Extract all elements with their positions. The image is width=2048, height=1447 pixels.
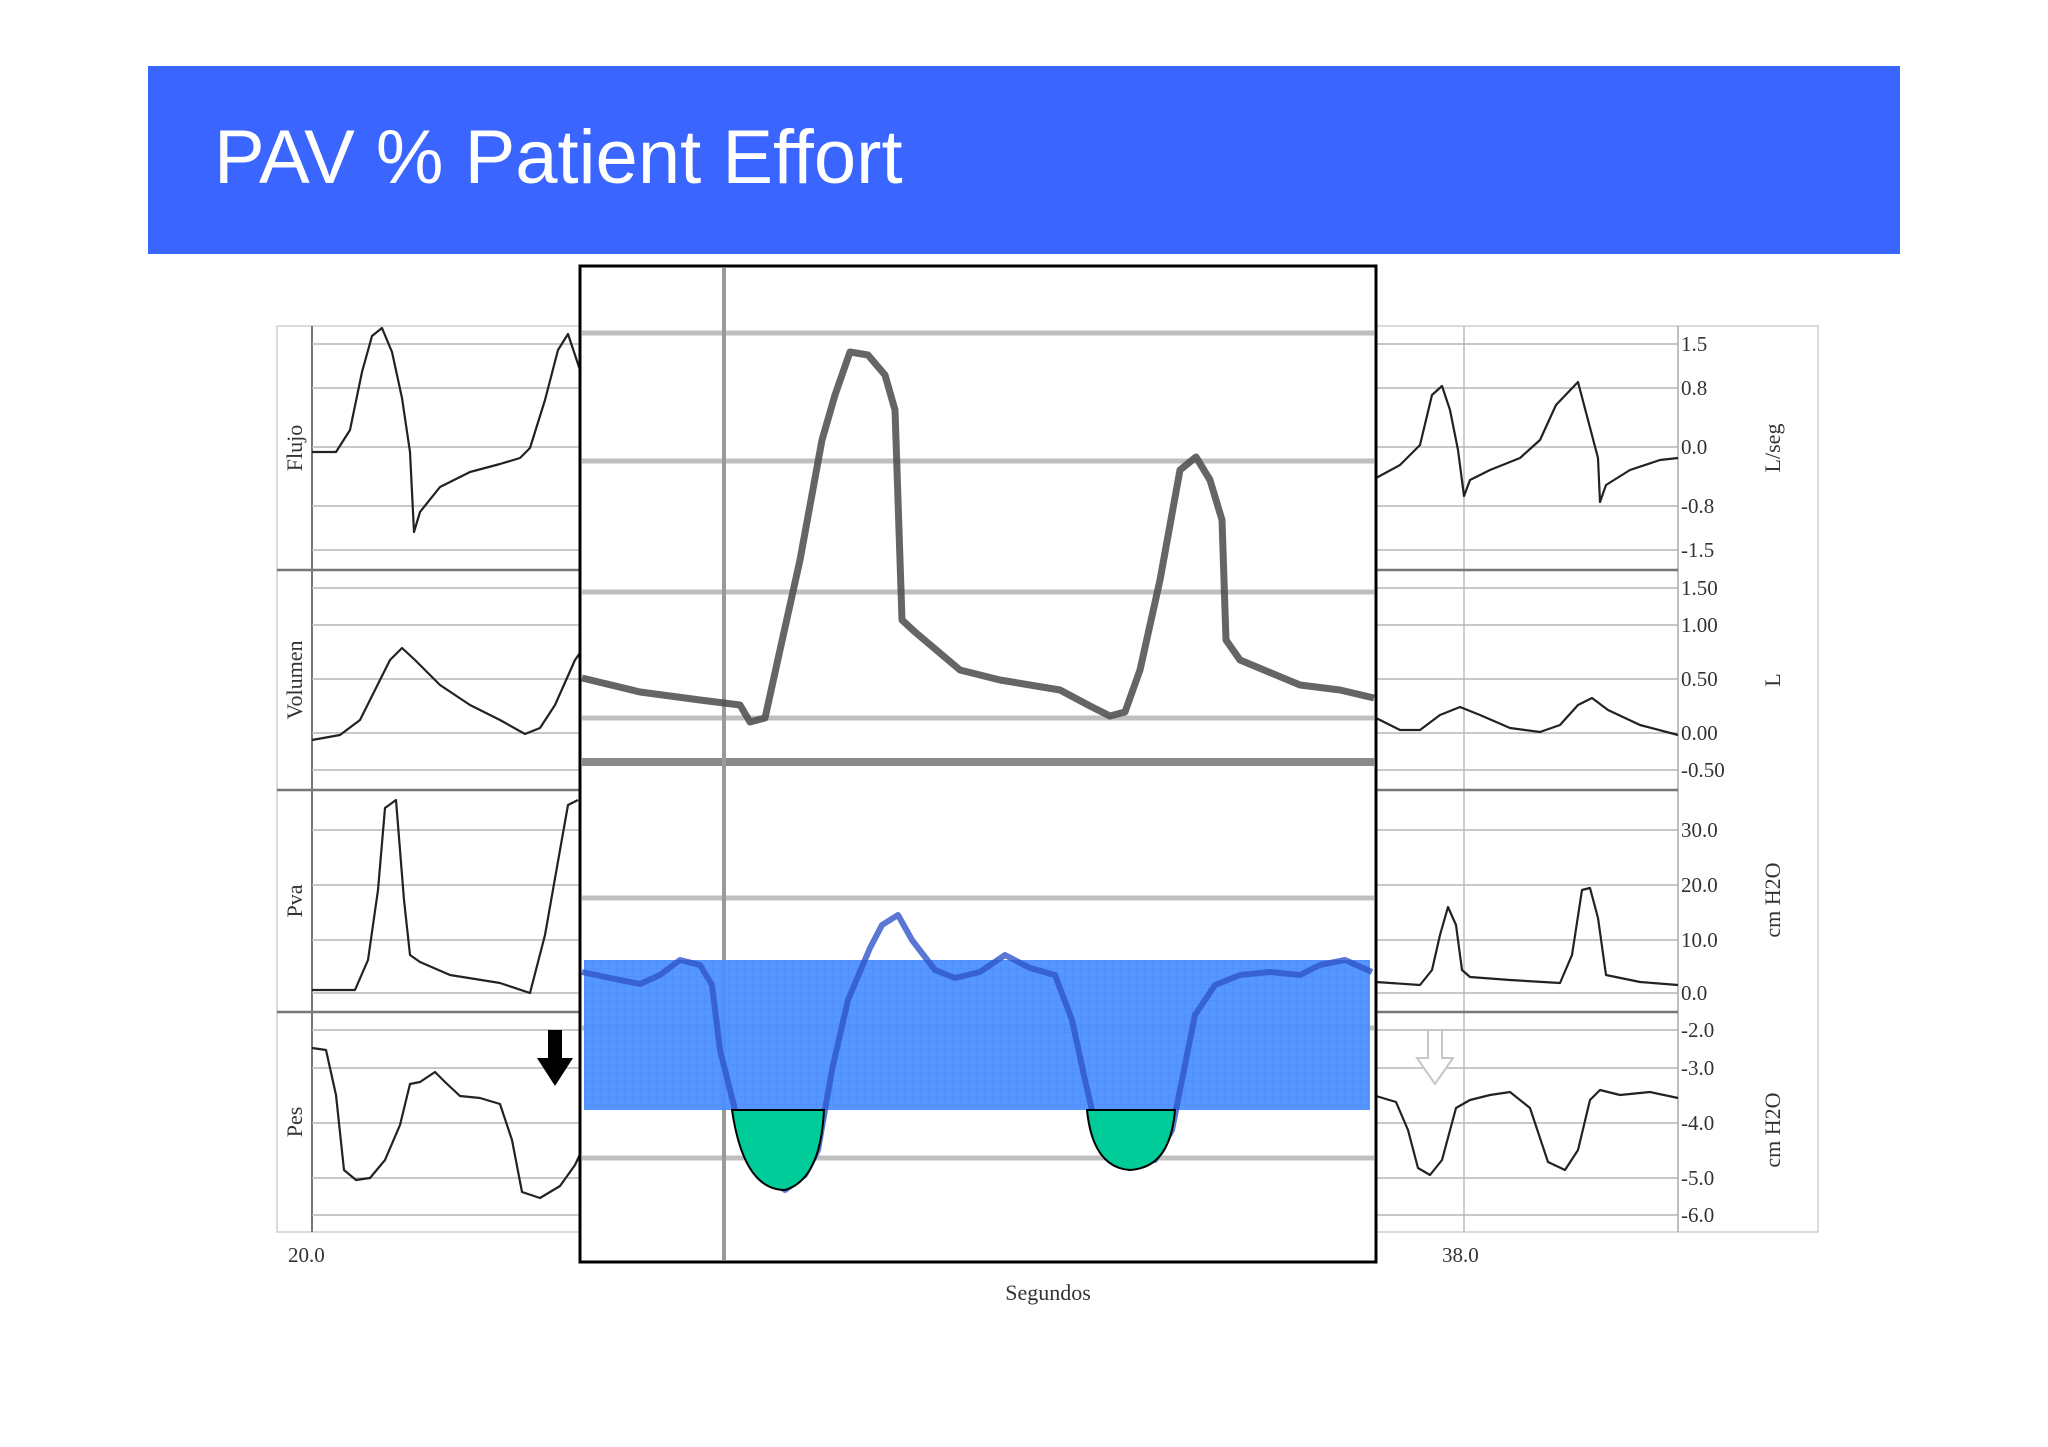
y-tick-label: -2.0 <box>1681 1018 1714 1042</box>
y-tick-label: 10.0 <box>1681 928 1718 952</box>
solid-down-arrow <box>537 1030 573 1086</box>
y-tick-label: -5.0 <box>1681 1166 1714 1190</box>
y-tick-label: -4.0 <box>1681 1111 1714 1135</box>
y-tick-label: 0.0 <box>1681 981 1707 1005</box>
pva-trace <box>312 798 1679 995</box>
effort-region <box>730 1109 826 1192</box>
y-tick-label: 0.00 <box>1681 721 1718 745</box>
x-tick-label: 20.0 <box>288 1243 325 1267</box>
y-tick-label: 1.00 <box>1681 613 1718 637</box>
y-tick-label: 0.8 <box>1681 376 1707 400</box>
y-tick-label: -1.5 <box>1681 538 1714 562</box>
highlight-band <box>584 960 1370 1110</box>
panel-label: Pes <box>282 1107 307 1138</box>
unit-label: cm H2O <box>1760 862 1785 937</box>
effort-region <box>1085 1109 1177 1172</box>
title-bar: PAV % Patient Effort <box>148 66 1900 254</box>
slide-title: PAV % Patient Effort <box>214 115 903 200</box>
panel-label: Flujo <box>282 425 307 471</box>
unit-label: cm H2O <box>1760 1092 1785 1167</box>
y-tick-label: -3.0 <box>1681 1056 1714 1080</box>
flujo-trace <box>312 326 1679 534</box>
zoom-pes-trace <box>581 912 1374 1193</box>
y-tick-label: -0.8 <box>1681 494 1714 518</box>
y-tick-label: 20.0 <box>1681 873 1718 897</box>
unit-label: L <box>1760 673 1785 686</box>
x-axis-label: Segundos <box>1005 1280 1091 1305</box>
panel-label: Pva <box>282 884 307 917</box>
x-tick-label: 38.0 <box>1442 1243 1479 1267</box>
y-tick-label: 0.0 <box>1681 435 1707 459</box>
y-tick-label: -6.0 <box>1681 1203 1714 1227</box>
y-tick-label: 1.5 <box>1681 332 1707 356</box>
hollow-down-arrow <box>1415 1029 1455 1086</box>
volumen-trace <box>311 646 1679 742</box>
y-tick-label: -0.50 <box>1681 758 1725 782</box>
zoom-pva-trace <box>581 348 1375 726</box>
y-tick-label: 1.50 <box>1681 576 1718 600</box>
panel-label: Volumen <box>282 640 307 719</box>
y-tick-label: 0.50 <box>1681 667 1718 691</box>
pes-trace <box>311 1046 1679 1200</box>
y-tick-label: 30.0 <box>1681 818 1718 842</box>
unit-label: L/seg <box>1760 424 1785 473</box>
